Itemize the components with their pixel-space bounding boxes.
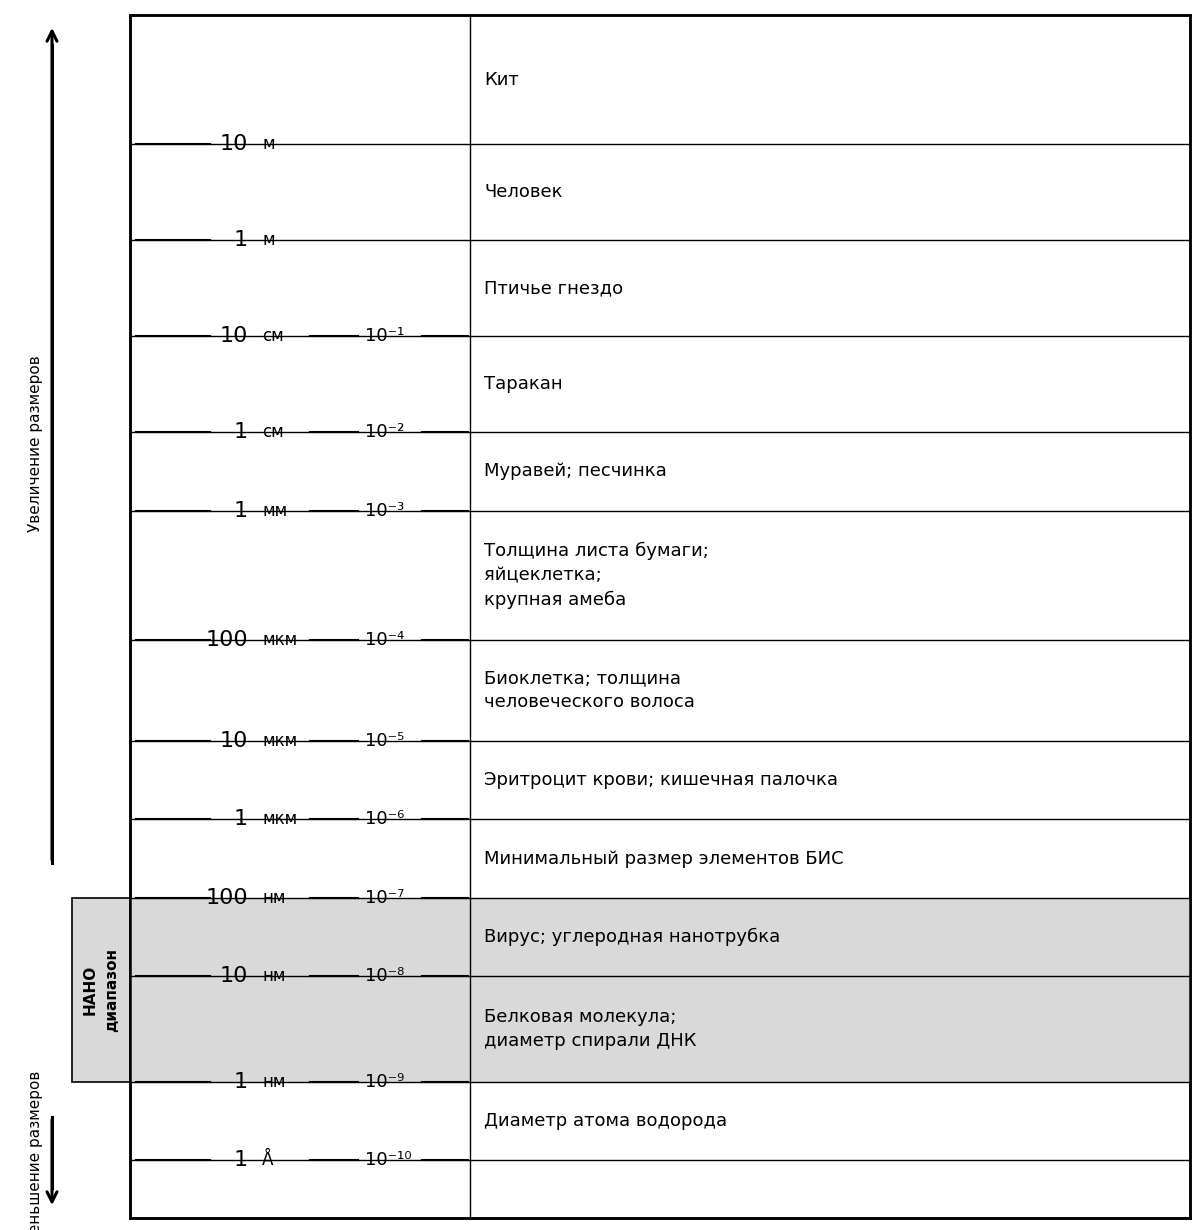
Bar (72, 898, 130, 1082)
Text: мм: мм (262, 502, 287, 519)
Text: 1: 1 (234, 1071, 248, 1092)
Text: Толщина листа бумаги;
яйцеклетка;
крупная амеба: Толщина листа бумаги; яйцеклетка; крупна… (484, 541, 709, 609)
Text: 10⁻⁹: 10⁻⁹ (365, 1073, 404, 1091)
Text: 1: 1 (234, 501, 248, 520)
Text: 10⁻⁷: 10⁻⁷ (365, 889, 404, 907)
Text: Кит: Кит (484, 70, 518, 89)
Text: мкм: мкм (262, 631, 298, 649)
Text: м: м (262, 231, 275, 250)
Text: Белковая молекула;
диаметр спирали ДНК: Белковая молекула; диаметр спирали ДНК (484, 1009, 696, 1050)
Text: Таракан: Таракан (484, 375, 563, 394)
Text: Муравей; песчинка: Муравей; песчинка (484, 462, 667, 480)
Text: см: см (262, 327, 283, 346)
Text: нм: нм (262, 1073, 286, 1091)
Bar (130, 15, 1190, 1218)
Text: 10⁻⁴: 10⁻⁴ (365, 631, 404, 649)
Text: нм: нм (262, 968, 286, 985)
Text: 10⁻⁸: 10⁻⁸ (365, 968, 404, 985)
Text: 1: 1 (234, 230, 248, 250)
Text: 10⁻²: 10⁻² (365, 423, 404, 442)
Text: нм: нм (262, 889, 286, 907)
Text: Å: Å (262, 1151, 274, 1170)
Text: 1: 1 (234, 1150, 248, 1171)
Text: 1: 1 (234, 809, 248, 829)
Text: 100: 100 (205, 630, 248, 649)
Text: 10⁻⁶: 10⁻⁶ (365, 811, 404, 828)
Bar (470, 898, 1190, 1082)
Text: НАНО
диапазон: НАНО диапазон (83, 948, 119, 1032)
Text: 10⁻³: 10⁻³ (365, 502, 404, 519)
Text: 10⁻⁵: 10⁻⁵ (365, 732, 404, 749)
Text: Биоклетка; толщина
человеческого волоса: Биоклетка; толщина человеческого волоса (484, 669, 695, 711)
Text: мкм: мкм (262, 811, 298, 828)
Text: 10⁻¹: 10⁻¹ (365, 327, 404, 346)
Text: Увеличение размеров: Увеличение размеров (29, 355, 43, 533)
Text: 10: 10 (220, 326, 248, 346)
Text: см: см (262, 423, 283, 442)
Text: Диаметр атома водорода: Диаметр атома водорода (484, 1112, 727, 1130)
Text: 10: 10 (220, 731, 248, 750)
Text: Минимальный размер элементов БИС: Минимальный размер элементов БИС (484, 850, 844, 867)
Text: 100: 100 (205, 888, 248, 908)
Text: 10: 10 (220, 967, 248, 986)
Text: 10⁻¹⁰: 10⁻¹⁰ (365, 1151, 412, 1170)
Text: Человек: Человек (484, 183, 563, 202)
Text: Птичье гнездо: Птичье гнездо (484, 279, 623, 298)
Text: м: м (262, 135, 275, 154)
Text: Эритроцит крови; кишечная палочка: Эритроцит крови; кишечная палочка (484, 771, 838, 788)
Text: Вирус; углеродная нанотрубка: Вирус; углеродная нанотрубка (484, 927, 780, 946)
Bar (130, 898, 470, 1082)
Text: 1: 1 (234, 422, 248, 442)
Text: мкм: мкм (262, 732, 298, 749)
Text: Уменьшение размеров: Уменьшение размеров (29, 1071, 43, 1230)
Text: 10: 10 (220, 134, 248, 155)
